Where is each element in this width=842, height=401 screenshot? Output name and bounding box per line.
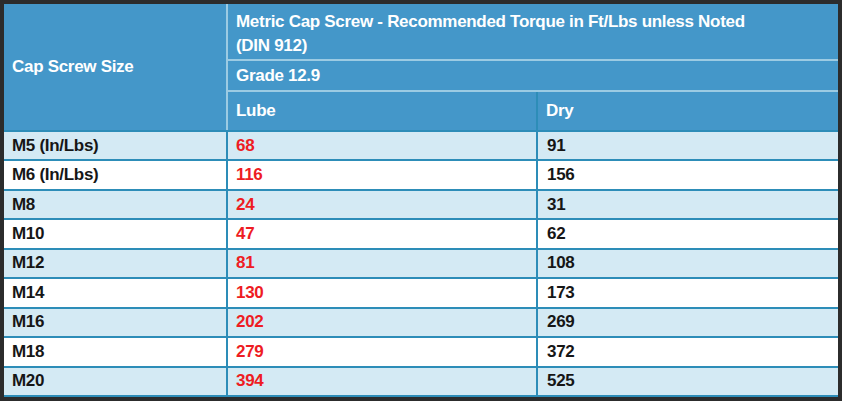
corner-header-cap-screw-size: Cap Screw Size [4, 4, 227, 131]
lube-value: 394 [227, 367, 537, 397]
size-cell: M10 [4, 219, 227, 248]
table-row: M16 202 269 [4, 308, 838, 337]
lube-value: 47 [227, 219, 537, 248]
size-cell: M16 [4, 308, 227, 337]
lube-value: 68 [227, 131, 537, 160]
lube-value: 130 [227, 278, 537, 307]
table-row: M18 279 372 [4, 337, 838, 366]
dry-value: 156 [537, 160, 838, 189]
table-row: M14 130 173 [4, 278, 838, 307]
dry-value: 525 [537, 367, 838, 397]
dry-value: 108 [537, 249, 838, 278]
table-row: M6 (In/Lbs) 116 156 [4, 160, 838, 189]
size-cell: M12 [4, 249, 227, 278]
size-cell: M5 (In/Lbs) [4, 131, 227, 160]
lube-value: 116 [227, 160, 537, 189]
dry-value: 269 [537, 308, 838, 337]
lube-value: 81 [227, 249, 537, 278]
header-row-title: Cap Screw Size Metric Cap Screw - Recomm… [4, 4, 838, 60]
table-row: M8 24 31 [4, 190, 838, 219]
table-row: M20 394 525 [4, 367, 838, 397]
table-row: M5 (In/Lbs) 68 91 [4, 131, 838, 160]
dry-value: 62 [537, 219, 838, 248]
lube-value: 202 [227, 308, 537, 337]
table-row: M10 47 62 [4, 219, 838, 248]
size-cell: M8 [4, 190, 227, 219]
size-cell: M20 [4, 367, 227, 397]
torque-table-frame: Cap Screw Size Metric Cap Screw - Recomm… [0, 0, 842, 401]
column-header-dry: Dry [537, 91, 838, 131]
lube-value: 24 [227, 190, 537, 219]
dry-value: 173 [537, 278, 838, 307]
table-title: Metric Cap Screw - Recommended Torque in… [227, 4, 838, 60]
size-cell: M14 [4, 278, 227, 307]
column-header-lube: Lube [227, 91, 537, 131]
table-row: M12 81 108 [4, 249, 838, 278]
size-cell: M6 (In/Lbs) [4, 160, 227, 189]
dry-value: 31 [537, 190, 838, 219]
size-cell: M18 [4, 337, 227, 366]
torque-table: Cap Screw Size Metric Cap Screw - Recomm… [4, 4, 838, 397]
dry-value: 372 [537, 337, 838, 366]
grade-header: Grade 12.9 [227, 60, 838, 91]
dry-value: 91 [537, 131, 838, 160]
lube-value: 279 [227, 337, 537, 366]
